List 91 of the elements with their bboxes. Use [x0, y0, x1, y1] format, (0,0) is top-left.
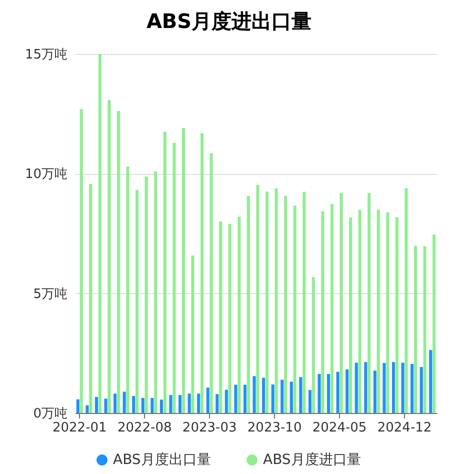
bar [321, 211, 324, 413]
bar [210, 153, 213, 413]
bar [265, 192, 269, 413]
bar [423, 246, 426, 413]
bar [312, 277, 315, 413]
bar [243, 384, 247, 413]
bar [191, 256, 194, 413]
bar [197, 394, 200, 413]
bar [80, 109, 83, 413]
chart-title: ABS月度进出口量 [146, 9, 312, 33]
bar [401, 362, 404, 413]
bar [89, 184, 92, 413]
bar [206, 388, 210, 413]
bar [238, 216, 241, 413]
bar [94, 396, 98, 413]
bar [246, 196, 250, 413]
bar [234, 384, 238, 413]
bar [395, 217, 398, 413]
x-tick-label: 2023-10 [247, 420, 302, 436]
x-tick-label: 2024-05 [312, 420, 367, 436]
bar [308, 390, 312, 413]
bar [256, 184, 260, 413]
bar [299, 377, 302, 413]
bar [216, 394, 219, 413]
bar [432, 234, 436, 413]
bar [169, 395, 172, 413]
bar [376, 210, 380, 413]
x-tick-label: 2022-01 [52, 420, 107, 436]
bar [368, 193, 371, 413]
bar [358, 210, 362, 413]
bar [154, 172, 158, 413]
bar [386, 212, 390, 413]
bar [340, 192, 343, 413]
y-tick-label: 15万吨 [24, 48, 68, 62]
bar [200, 132, 204, 413]
bar [178, 395, 182, 413]
bar [182, 128, 185, 413]
y-tick-label: 10万吨 [24, 167, 68, 182]
bar [271, 384, 274, 413]
bar [373, 370, 376, 413]
x-tick-label: 2022-08 [117, 420, 172, 436]
bar [108, 100, 111, 413]
bar [104, 398, 108, 413]
bar [132, 396, 136, 413]
bar [122, 392, 126, 413]
bar [262, 378, 266, 413]
bar [327, 374, 330, 413]
legend-label: ABS月度进口量 [263, 452, 361, 468]
bar [228, 224, 232, 413]
y-tick-label: 0万吨 [33, 406, 68, 422]
legend-label: ABS月度出口量 [113, 452, 211, 468]
x-tick-label: 2023-03 [182, 420, 237, 436]
bar [349, 217, 352, 413]
bar [274, 188, 278, 413]
bar [354, 362, 358, 413]
x-tick-label: 2024-12 [377, 420, 432, 436]
bar [136, 190, 139, 413]
bar [410, 364, 414, 413]
bar [330, 204, 334, 413]
bar [252, 376, 256, 413]
bar [150, 398, 154, 413]
bar [318, 374, 321, 413]
bar [114, 394, 117, 413]
bar [76, 399, 80, 413]
bar [163, 132, 166, 413]
bar [86, 405, 89, 413]
bar [336, 372, 340, 413]
bar [290, 382, 293, 413]
y-tick-label: 5万吨 [33, 286, 68, 302]
bar [364, 362, 368, 413]
bar [392, 362, 396, 413]
bar [172, 142, 176, 413]
bar [116, 110, 120, 413]
bar [293, 206, 296, 413]
bar [126, 166, 130, 413]
bar [346, 369, 349, 413]
bar [280, 380, 284, 413]
bar [141, 398, 144, 413]
bar [414, 246, 418, 413]
bar [302, 192, 306, 413]
bar [420, 367, 423, 413]
bar [429, 350, 432, 413]
bar [219, 222, 222, 413]
bar [98, 54, 102, 413]
bar [188, 394, 191, 413]
bar [160, 400, 163, 413]
bar [284, 196, 288, 413]
bar [224, 390, 228, 413]
bar [382, 362, 386, 413]
bar [144, 176, 148, 413]
bar [404, 188, 408, 413]
